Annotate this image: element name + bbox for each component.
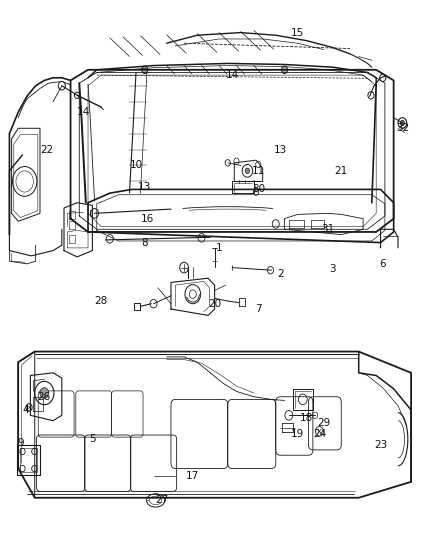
Text: 7: 7 — [255, 304, 261, 314]
Text: 13: 13 — [273, 144, 287, 155]
Text: 10: 10 — [130, 160, 143, 171]
Text: 16: 16 — [140, 214, 154, 224]
Text: 11: 11 — [252, 166, 265, 176]
Circle shape — [245, 168, 250, 173]
Text: 14: 14 — [226, 70, 239, 80]
Text: 19: 19 — [291, 429, 304, 439]
Text: 29: 29 — [317, 418, 330, 429]
Text: 13: 13 — [138, 182, 152, 192]
Text: 24: 24 — [313, 429, 326, 439]
Text: 18: 18 — [300, 413, 313, 423]
Circle shape — [40, 387, 49, 398]
Circle shape — [142, 66, 148, 74]
Text: 30: 30 — [252, 184, 265, 195]
Text: 22: 22 — [40, 144, 53, 155]
Text: 17: 17 — [186, 472, 199, 481]
Text: 4: 4 — [23, 405, 29, 415]
Text: 14: 14 — [77, 107, 90, 117]
Text: 27: 27 — [155, 495, 169, 505]
Text: 31: 31 — [321, 224, 335, 235]
Circle shape — [282, 66, 288, 74]
Text: 26: 26 — [37, 392, 50, 402]
Text: 6: 6 — [379, 259, 386, 269]
Text: 21: 21 — [335, 166, 348, 176]
Text: 15: 15 — [291, 28, 304, 38]
Text: 23: 23 — [374, 440, 387, 450]
Text: 28: 28 — [95, 296, 108, 306]
Text: 9: 9 — [17, 438, 24, 448]
Text: 32: 32 — [396, 123, 409, 133]
Text: 20: 20 — [208, 298, 221, 309]
Circle shape — [400, 120, 405, 126]
Text: 3: 3 — [329, 264, 336, 274]
Text: 2: 2 — [277, 270, 283, 279]
Text: 1: 1 — [215, 243, 223, 253]
Text: 8: 8 — [141, 238, 148, 247]
Text: 5: 5 — [89, 434, 95, 445]
